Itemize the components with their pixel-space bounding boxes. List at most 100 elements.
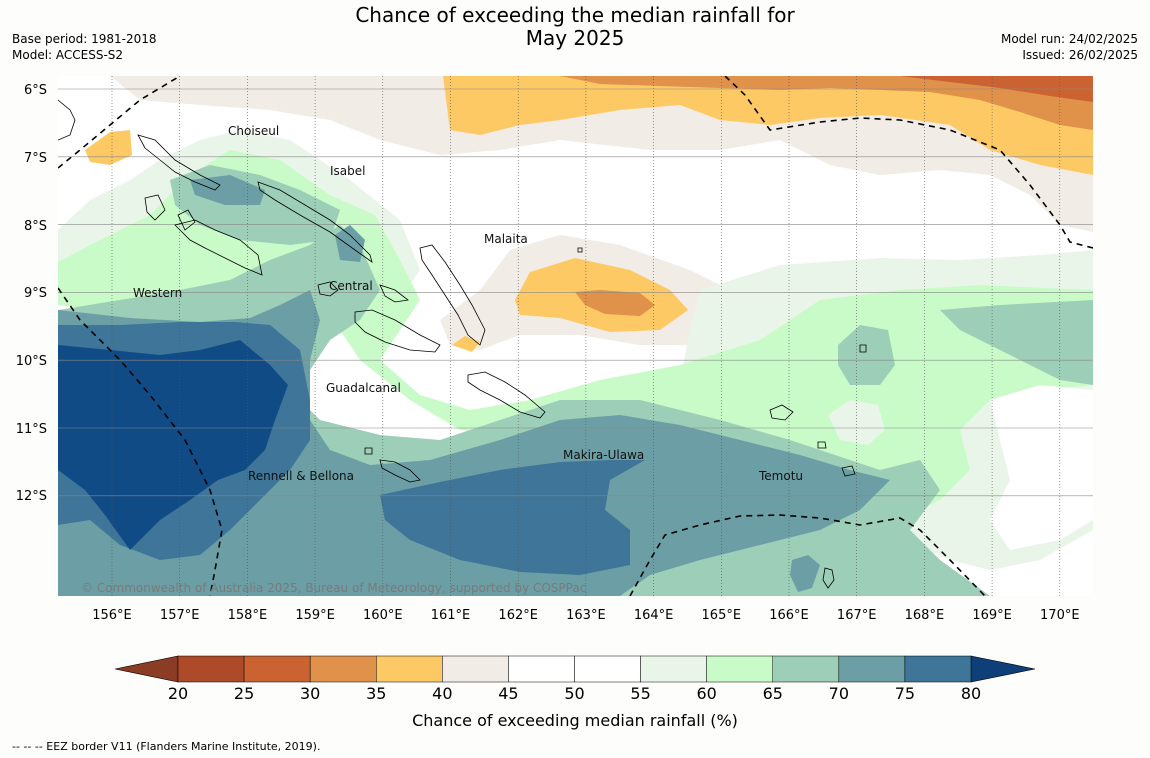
vanikoro-coast — [817, 441, 827, 449]
utupua-coast — [841, 465, 856, 477]
coastlines — [58, 99, 867, 589]
region-label-guadalcanal: Guadalcanal — [326, 381, 401, 395]
issued-text: Issued: 26/02/2025 — [1022, 48, 1138, 62]
region-labels: Choiseul Isabel Malaita Western Central … — [133, 124, 803, 483]
title-line-2: May 2025 — [525, 26, 625, 50]
lon-label: 166°E — [769, 608, 809, 623]
colorbar-tick-label: 20 — [168, 684, 188, 703]
lat-label-8s: 8°S — [24, 219, 47, 234]
colorbar: 20 25 30 35 40 45 50 55 60 65 70 75 80 Chance of exc… — [114, 655, 1036, 730]
region-label-isabel: Isabel — [330, 164, 365, 178]
lon-label: 165°E — [702, 608, 742, 623]
guadalcanal-coast — [354, 309, 441, 353]
region-label-western: Western — [133, 286, 182, 300]
eez-north-west — [58, 76, 181, 169]
lat-label-6s: 6°S — [24, 83, 47, 98]
colorbar-tick-label: 65 — [763, 684, 783, 703]
contour-70-north — [190, 175, 265, 205]
contour-55-pocket — [828, 400, 885, 445]
lat-label-11s: 11°S — [16, 422, 47, 437]
colorbar-tick-label: 60 — [696, 684, 716, 703]
colorbar-tick-label: 40 — [432, 684, 452, 703]
reef-islands-coast — [859, 344, 867, 353]
eez-borders — [58, 76, 1093, 596]
lon-label: 157°E — [160, 608, 200, 623]
map-title: Chance of exceeding the median rainfall … — [0, 4, 1150, 50]
colorbar-cell — [243, 655, 311, 683]
colorbar-tick-label: 75 — [895, 684, 915, 703]
colorbar-cell — [904, 655, 972, 683]
contour-65-east-small — [838, 325, 895, 385]
colorbar-cell — [508, 655, 575, 683]
latitude-labels: 6°S 7°S 8°S 9°S 10°S 11°S 12°S — [16, 83, 47, 504]
colorbar-cell — [640, 655, 707, 683]
colorbar-tick-label: 50 — [564, 684, 584, 703]
lon-label: 163°E — [566, 608, 606, 623]
colorbar-tick-label: 25 — [234, 684, 254, 703]
malaita-coast — [419, 244, 486, 346]
lon-label: 169°E — [972, 608, 1012, 623]
contour-35-north — [443, 76, 1093, 175]
contour-30-central — [575, 290, 655, 316]
contour-25-north — [900, 76, 1093, 102]
lon-label: 164°E — [634, 608, 674, 623]
lon-label: 158°E — [228, 608, 268, 623]
graticule — [58, 76, 1093, 596]
makira-coast — [467, 371, 546, 419]
colorbar-cell — [574, 655, 641, 683]
colorbar-cell — [177, 655, 245, 683]
contour-65-east — [940, 300, 1093, 385]
contour-50-east-pocket — [990, 385, 1093, 550]
colorbar-cell — [838, 655, 906, 683]
new-georgia-coast — [174, 219, 263, 276]
lon-label: 167°E — [837, 608, 877, 623]
colorbar-tick-label: 30 — [300, 684, 320, 703]
colorbar-ticks: 20 25 30 35 40 45 50 55 60 65 70 75 80 — [168, 684, 981, 703]
region-label-makira-ulawa: Makira-Ulawa — [563, 448, 644, 462]
colorbar-cell — [706, 655, 774, 683]
lon-label: 159°E — [295, 608, 335, 623]
title-line-1: Chance of exceeding the median rainfall … — [355, 3, 795, 27]
colorbar-cell — [442, 655, 509, 683]
lat-label-9s: 9°S — [24, 286, 47, 301]
copyright-text: © Commonwealth of Australia 2025, Bureau… — [81, 581, 586, 595]
lat-label-12s: 12°S — [16, 489, 47, 504]
lon-label: 160°E — [363, 608, 403, 623]
rainfall-probability-map: © Commonwealth of Australia 2025, Bureau… — [58, 76, 1093, 596]
ontong-java-coast — [577, 247, 583, 253]
santa-cruz-coast — [769, 404, 794, 421]
colorbar-label: Chance of exceeding median rainfall (%) — [412, 711, 738, 730]
lon-label: 162°E — [498, 608, 538, 623]
lon-label: 168°E — [905, 608, 945, 623]
colorbar-tick-label: 70 — [829, 684, 849, 703]
region-label-malaita: Malaita — [484, 232, 528, 246]
colorbar-cell — [376, 655, 443, 683]
rennell-coast — [379, 459, 421, 483]
bougainville-coast — [58, 99, 76, 141]
region-label-choiseul: Choiseul — [228, 124, 279, 138]
lon-label: 161°E — [431, 608, 471, 623]
colorbar-cell — [772, 655, 840, 683]
central-coast — [317, 281, 339, 297]
model-run-text: Model run: 24/02/2025 — [1000, 32, 1138, 46]
model-info: Base period: 1981-2018 Model: ACCESS-S2 — [12, 31, 157, 63]
bellona-coast — [364, 447, 373, 455]
longitude-labels: 156°E 157°E 158°E 159°E 160°E 161°E 162°E 163°E… — [92, 608, 1079, 623]
contour-75-south — [380, 460, 645, 575]
region-label-central: Central — [329, 279, 373, 293]
vella-coast — [144, 194, 166, 221]
contour-30-north — [560, 76, 1093, 130]
choiseul-coast — [137, 134, 221, 191]
contour-70-central-north — [335, 225, 365, 262]
lon-label: 170°E — [1040, 608, 1080, 623]
russell-coast — [379, 284, 409, 303]
eez-west — [58, 287, 223, 596]
colorbar-cell — [309, 655, 377, 683]
issue-info: Model run: 24/02/2025 Issued: 26/02/2025 — [1001, 31, 1138, 63]
contour-35-west — [85, 130, 132, 165]
isabel-coast — [257, 181, 373, 263]
tikopia-coast — [822, 567, 835, 589]
kolombangara-coast — [177, 209, 196, 231]
colorbar-tick-label: 35 — [366, 684, 386, 703]
